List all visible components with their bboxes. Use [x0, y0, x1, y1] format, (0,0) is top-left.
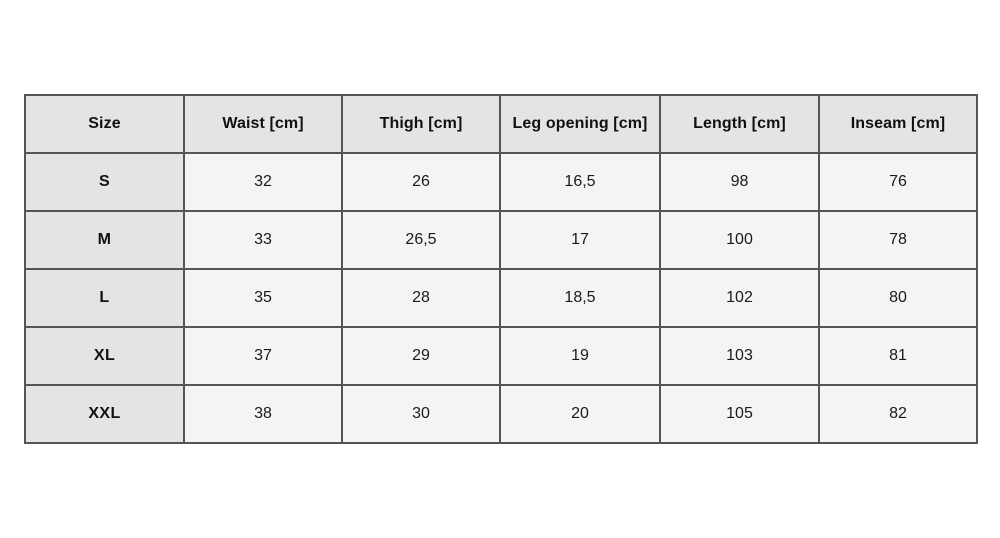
table-row: S 32 26 16,5 98 76 [24, 152, 978, 212]
table-header-row: Size Waist [cm] Thigh [cm] Leg opening [… [24, 94, 978, 154]
cell-size: S [24, 152, 185, 212]
cell-thigh: 28 [341, 268, 501, 328]
table-row: XL 37 29 19 103 81 [24, 326, 978, 386]
cell-inseam: 78 [818, 210, 978, 270]
column-header-inseam: Inseam [cm] [818, 94, 978, 154]
column-header-size: Size [24, 94, 185, 154]
column-header-waist: Waist [cm] [183, 94, 343, 154]
size-chart: Size Waist [cm] Thigh [cm] Leg opening [… [24, 94, 978, 444]
cell-leg-opening: 18,5 [499, 268, 661, 328]
cell-inseam: 82 [818, 384, 978, 444]
cell-waist: 32 [183, 152, 343, 212]
cell-length: 103 [659, 326, 820, 386]
cell-waist: 33 [183, 210, 343, 270]
cell-thigh: 30 [341, 384, 501, 444]
cell-leg-opening: 20 [499, 384, 661, 444]
cell-leg-opening: 16,5 [499, 152, 661, 212]
cell-inseam: 76 [818, 152, 978, 212]
cell-leg-opening: 19 [499, 326, 661, 386]
cell-length: 100 [659, 210, 820, 270]
cell-length: 98 [659, 152, 820, 212]
table-row: M 33 26,5 17 100 78 [24, 210, 978, 270]
cell-waist: 35 [183, 268, 343, 328]
table-row: L 35 28 18,5 102 80 [24, 268, 978, 328]
cell-size: XL [24, 326, 185, 386]
cell-waist: 38 [183, 384, 343, 444]
size-table: Size Waist [cm] Thigh [cm] Leg opening [… [24, 94, 978, 444]
cell-waist: 37 [183, 326, 343, 386]
table-header: Size Waist [cm] Thigh [cm] Leg opening [… [24, 94, 978, 154]
cell-length: 102 [659, 268, 820, 328]
cell-thigh: 26 [341, 152, 501, 212]
cell-length: 105 [659, 384, 820, 444]
cell-thigh: 29 [341, 326, 501, 386]
table-row: XXL 38 30 20 105 82 [24, 384, 978, 444]
cell-size: L [24, 268, 185, 328]
cell-leg-opening: 17 [499, 210, 661, 270]
column-header-length: Length [cm] [659, 94, 820, 154]
cell-thigh: 26,5 [341, 210, 501, 270]
cell-inseam: 81 [818, 326, 978, 386]
cell-inseam: 80 [818, 268, 978, 328]
column-header-leg-opening: Leg opening [cm] [499, 94, 661, 154]
cell-size: M [24, 210, 185, 270]
cell-size: XXL [24, 384, 185, 444]
column-header-thigh: Thigh [cm] [341, 94, 501, 154]
table-body: S 32 26 16,5 98 76 M 33 26,5 17 100 78 L… [24, 152, 978, 444]
